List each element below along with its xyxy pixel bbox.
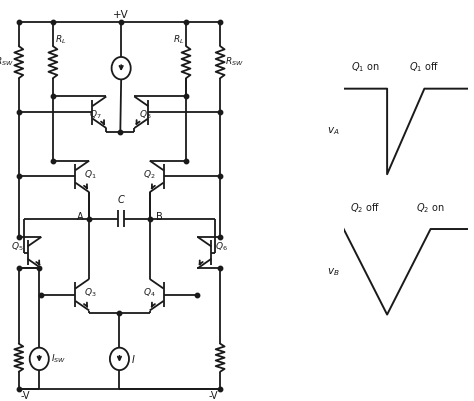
Text: -V: -V bbox=[209, 391, 219, 401]
Text: $Q_3$: $Q_3$ bbox=[83, 286, 96, 299]
Text: $R_L$: $R_L$ bbox=[173, 34, 184, 47]
Text: $Q_6$: $Q_6$ bbox=[215, 240, 228, 253]
Text: $R_L$: $R_L$ bbox=[55, 34, 66, 47]
Text: $Q_1$: $Q_1$ bbox=[83, 168, 96, 181]
Text: $I_{SW}$: $I_{SW}$ bbox=[51, 352, 66, 365]
Text: +V: +V bbox=[113, 10, 129, 20]
Text: $Q_1$ on: $Q_1$ on bbox=[351, 61, 380, 75]
Text: $I$: $I$ bbox=[131, 353, 136, 365]
Text: $v_B$: $v_B$ bbox=[327, 266, 340, 277]
Text: $Q_7$: $Q_7$ bbox=[89, 108, 102, 121]
Text: -V: -V bbox=[20, 391, 30, 401]
Text: $Q_5$: $Q_5$ bbox=[11, 240, 24, 253]
Text: $R_{SW}$: $R_{SW}$ bbox=[225, 56, 244, 69]
Text: $Q_2$ off: $Q_2$ off bbox=[350, 201, 381, 215]
Text: $C$: $C$ bbox=[117, 192, 126, 205]
Text: $Q_2$ on: $Q_2$ on bbox=[416, 201, 445, 215]
Text: $Q_1$ off: $Q_1$ off bbox=[409, 61, 439, 75]
Text: A: A bbox=[76, 212, 83, 221]
Text: $Q_4$: $Q_4$ bbox=[143, 286, 155, 299]
Text: $v_A$: $v_A$ bbox=[328, 126, 340, 137]
Text: $Q_8$: $Q_8$ bbox=[139, 108, 151, 121]
Text: $Q_2$: $Q_2$ bbox=[143, 168, 155, 181]
Text: B: B bbox=[156, 212, 163, 221]
Text: $R_{SW}$: $R_{SW}$ bbox=[0, 56, 14, 69]
